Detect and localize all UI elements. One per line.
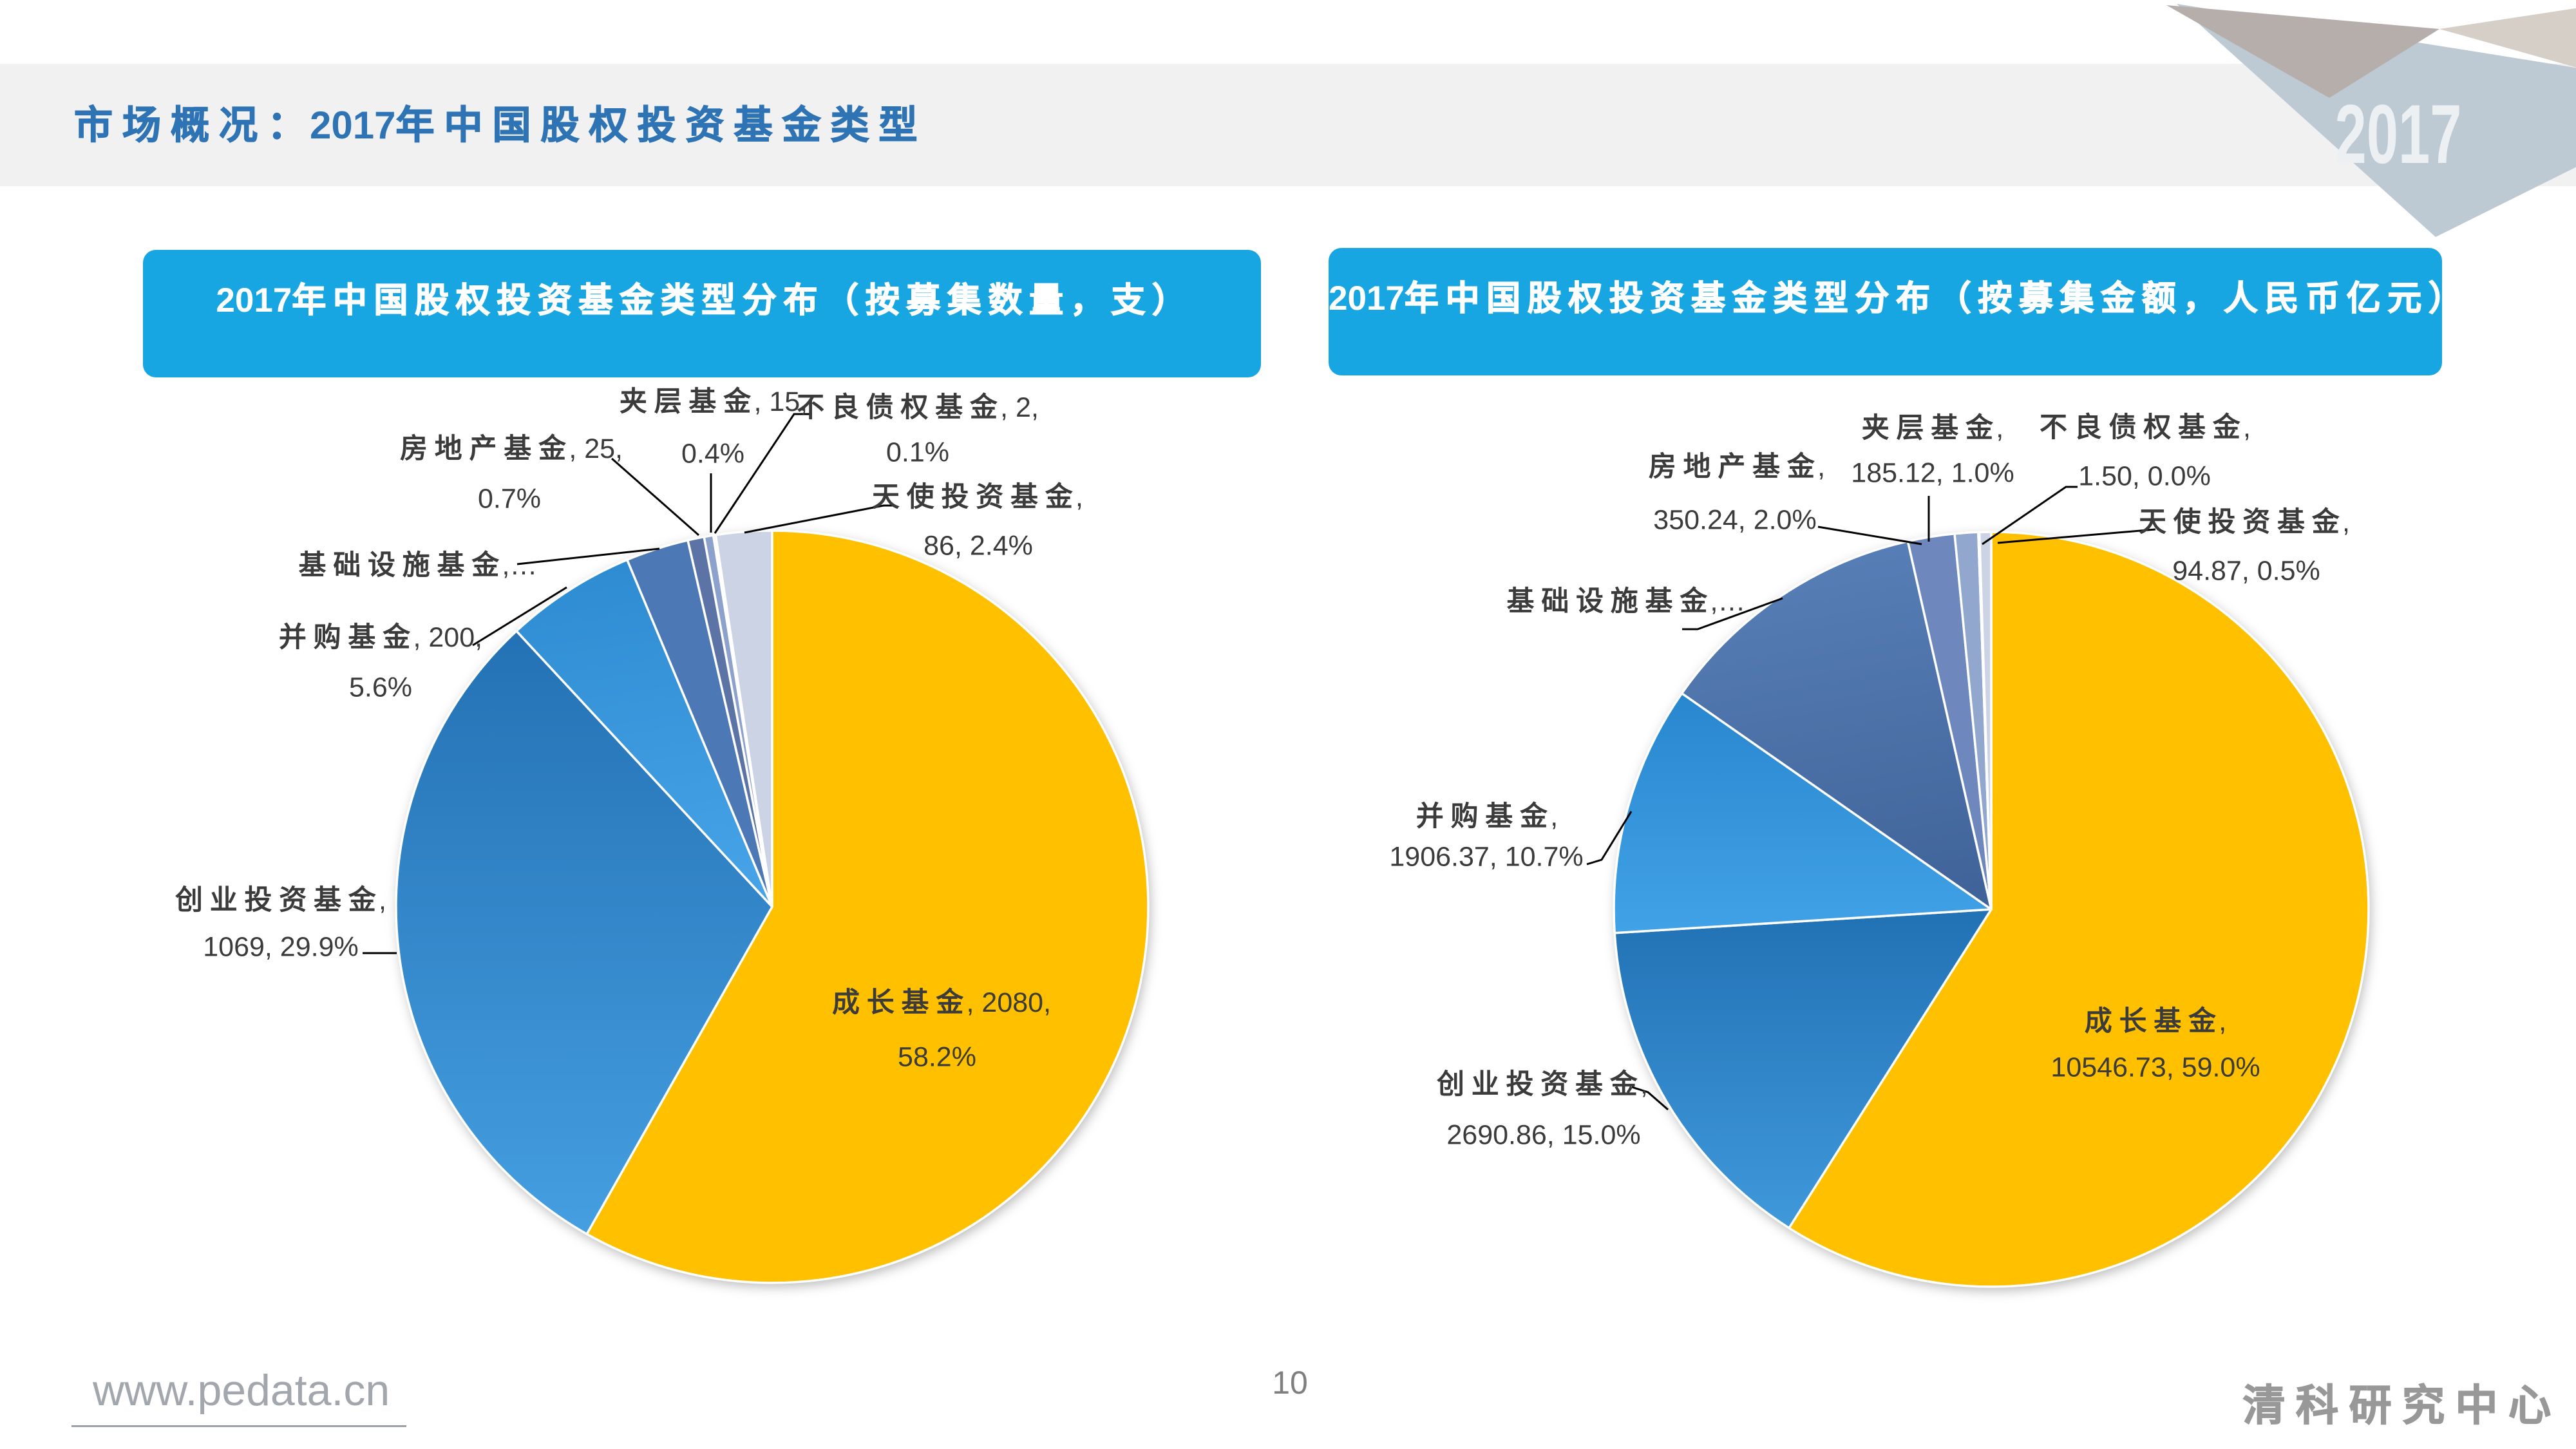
svg-text:2017: 2017 — [2335, 87, 2462, 181]
